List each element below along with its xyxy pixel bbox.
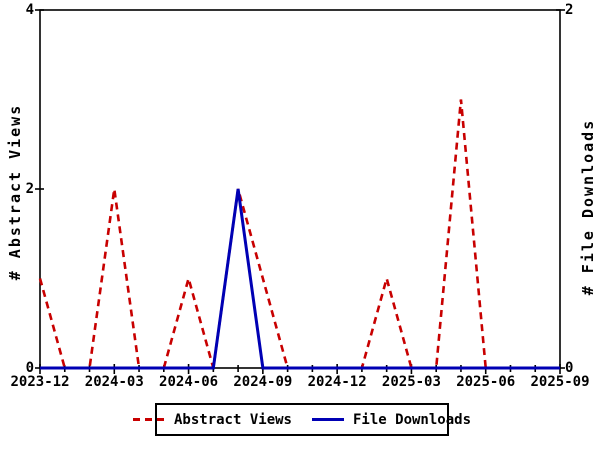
x-tick-label-2024-12: 2024-12 [307,374,367,390]
legend-item-abstract-views: Abstract Views [132,411,292,428]
y-left-tick-label-2: 2 [25,181,34,197]
abstract-views-dashed-line-swatch [132,418,165,421]
x-tick-label-2025-03: 2025-03 [381,374,441,390]
file-downloads-line [40,188,560,370]
legend-box: Abstract Views File Downloads [132,403,471,436]
y-axis-left-title: # Abstract Views [6,103,24,281]
x-tick-label-2024-09: 2024-09 [233,374,293,390]
y-left-tick-label-4: 4 [25,2,34,18]
abstract-views-line [38,99,560,370]
x-tick-label-2023-12: 2023-12 [10,374,70,390]
x-tick-label-2024-03: 2024-03 [84,374,144,390]
y-axis-right-title: # File Downloads [579,118,597,296]
y-right-tick-label-2: 2 [565,2,574,18]
y-right-tick-label-0: 0 [565,360,574,376]
legend-label-abstract-views: Abstract Views [173,411,292,428]
x-tick-label-2025-09: 2025-09 [530,374,590,390]
legend-item-file-downloads: File Downloads [312,412,471,428]
y-left-tick-label-0: 0 [25,360,34,376]
legend-label-file-downloads: File Downloads [353,411,472,428]
x-tick-label-2024-06: 2024-06 [159,374,219,390]
file-downloads-solid-line-swatch [312,418,344,421]
x-tick-label-2025-06: 2025-06 [456,374,516,390]
